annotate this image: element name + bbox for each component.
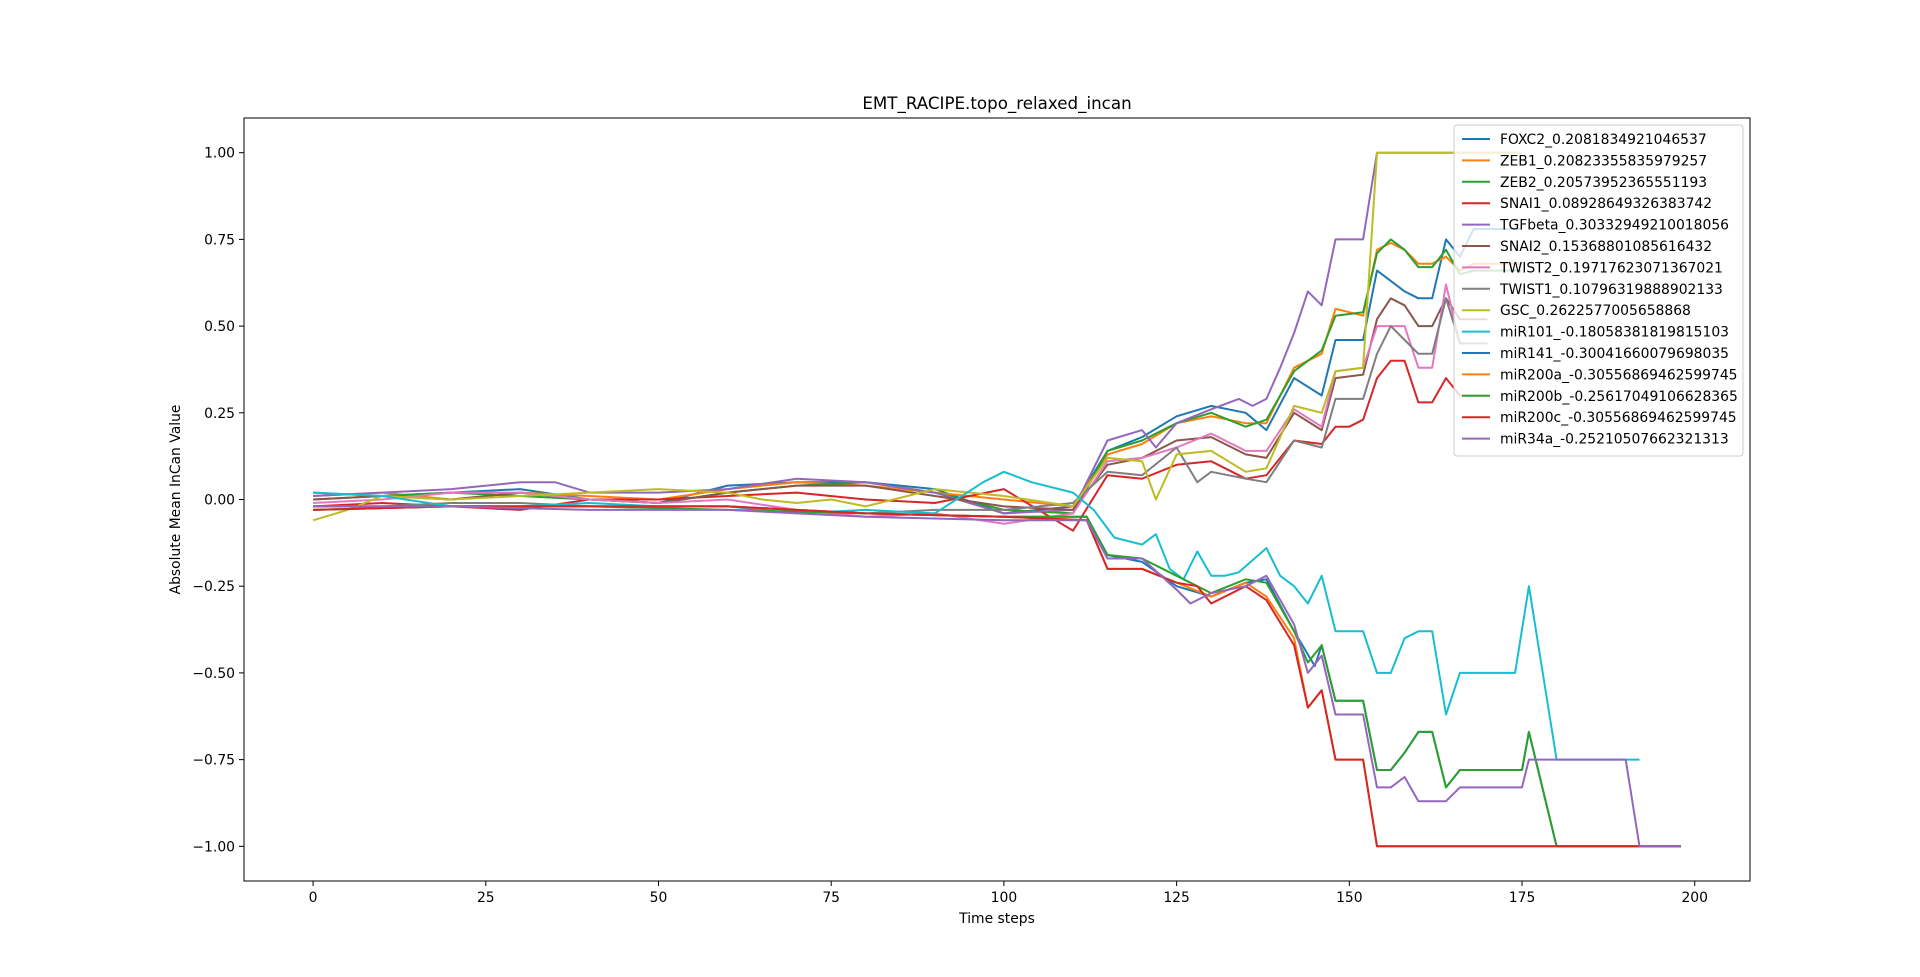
legend-entry: miR34a_-0.25210507662321313 [1500,432,1729,448]
y-tick-label: −0.50 [192,666,235,682]
series-line-14 [313,505,1681,848]
series-line-6 [313,283,1488,525]
plot-area [243,117,1751,882]
legend-entry: TWIST1_0.10796319888902133 [1499,282,1723,298]
x-tick-label: 150 [1336,890,1363,906]
y-axis-label: Absolute Mean InCan Value [168,405,184,595]
y-tick-label: 0.00 [204,493,235,509]
legend-entry: TGFbeta_0.30332949210018056 [1499,218,1729,234]
series-line-3 [313,359,1488,532]
chart-title: EMT_RACIPE.topo_relaxed_incan [862,93,1131,114]
legend-entry: SNAI2_0.15368801085616432 [1500,239,1712,255]
x-tick-label: 50 [650,890,668,906]
y-tick-label: 0.75 [204,232,235,248]
series-line-13 [313,505,1681,848]
legend: FOXC2_0.2081834921046537 ZEB1_0.208233558… [1453,124,1744,457]
y-tick-label: −1.00 [192,839,235,855]
legend-entry: ZEB2_0.20573952365551193 [1500,175,1707,191]
legend-entry: GSC_0.2622577005658868 [1500,303,1691,319]
x-tick-label: 200 [1681,890,1708,906]
legend-entry: FOXC2_0.2081834921046537 [1500,132,1707,148]
x-tick-label: 0 [309,890,318,906]
legend-box [1453,124,1744,457]
legend-entry: TWIST2_0.19717623071367021 [1499,260,1723,276]
y-tick-label: −0.75 [192,753,235,769]
legend-entry: SNAI1_0.08928649326383742 [1500,196,1712,212]
x-axis: 0 25 50 75 100 125 150 175 200 [309,881,1708,906]
legend-entry: miR101_-0.18058381819815103 [1500,325,1729,341]
x-tick-label: 25 [477,890,495,906]
series-line-8 [312,151,1522,522]
y-tick-label: 0.50 [204,319,235,335]
x-axis-label: Time steps [958,911,1035,927]
y-tick-label: −0.25 [192,579,235,595]
legend-entry: miR200b_-0.25617049106628365 [1500,389,1738,405]
x-tick-label: 175 [1509,890,1536,906]
series-line-4 [313,151,1522,515]
x-tick-label: 75 [822,890,840,906]
y-tick-label: 1.00 [204,146,235,162]
legend-entry: miR200a_-0.30556869462599745 [1500,367,1738,383]
legend-entry: miR200c_-0.30556869462599745 [1500,410,1737,426]
x-tick-label: 125 [1163,890,1190,906]
legend-entry: ZEB1_0.20823355835979257 [1500,153,1707,169]
y-tick-label: 0.25 [204,406,235,422]
x-tick-label: 100 [991,890,1018,906]
y-axis: −1.00 −0.75 −0.50 −0.25 0.00 0.25 0.50 0.75 1.00 [192,146,244,855]
legend-entry: miR141_-0.30041660079698035 [1500,346,1729,362]
